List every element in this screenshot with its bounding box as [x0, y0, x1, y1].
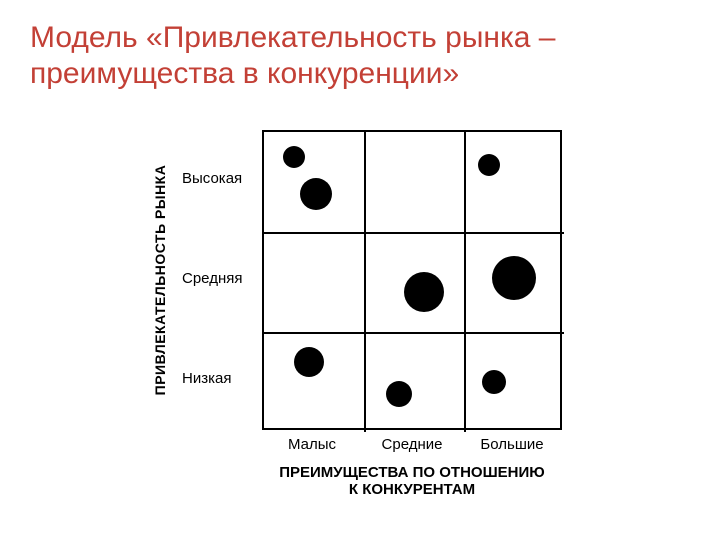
- col-labels: Малыс Средние Большие: [262, 436, 562, 453]
- grid-vline-1: [364, 132, 366, 432]
- x-axis-title: ПРЕИМУЩЕСТВА ПО ОТНОШЕНИЮ К КОНКУРЕНТАМ: [232, 464, 592, 498]
- col-label-medium: Средние: [362, 436, 462, 453]
- grid-hline-1: [264, 232, 564, 234]
- col-label-small: Малыс: [262, 436, 362, 453]
- data-point-1: [300, 178, 332, 210]
- row-label-high: Высокая: [182, 170, 260, 187]
- grid-vline-2: [464, 132, 466, 432]
- matrix-grid: [262, 130, 562, 430]
- row-label-mid: Средняя: [182, 270, 260, 287]
- page-title: Модель «Привлекательность рынка – преиму…: [30, 20, 690, 92]
- data-point-6: [386, 381, 412, 407]
- row-label-low: Низкая: [182, 370, 260, 387]
- row-labels: Высокая Средняя Низкая: [182, 130, 260, 430]
- slide: Модель «Привлекательность рынка – преиму…: [0, 0, 720, 540]
- data-point-7: [482, 370, 506, 394]
- col-label-large: Большие: [462, 436, 562, 453]
- data-point-3: [404, 272, 444, 312]
- data-point-5: [294, 347, 324, 377]
- data-point-2: [478, 154, 500, 176]
- y-axis-title: ПРИВЛЕКАТЕЛЬНОСТЬ РЫНКА: [152, 130, 168, 430]
- data-point-4: [492, 256, 536, 300]
- grid-hline-2: [264, 332, 564, 334]
- data-point-0: [283, 146, 305, 168]
